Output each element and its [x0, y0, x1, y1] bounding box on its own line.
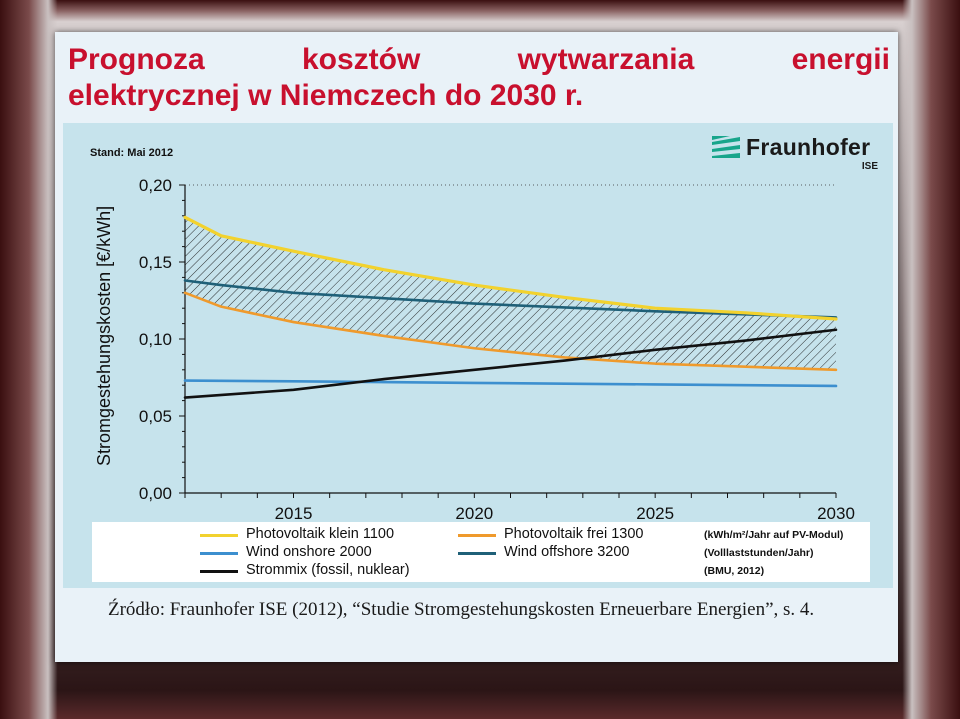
y-tick-label: 0,10 — [139, 330, 172, 349]
logo-text: Fraunhofer — [746, 134, 871, 160]
title-word: energii — [791, 43, 890, 76]
title-line-2: elektrycznej w Niemczech do 2030 r. — [68, 79, 584, 112]
series-line-3 — [183, 379, 838, 388]
source-citation: Źródło: Fraunhofer ISE (2012), “Studie S… — [108, 599, 815, 620]
x-tick-label: 2015 — [275, 504, 313, 523]
legend-label: Photovoltaik frei 1300 — [504, 526, 644, 542]
legend-swatch — [200, 534, 238, 537]
legend-note: (BMU, 2012) — [704, 565, 765, 577]
legend-swatch — [458, 552, 496, 555]
fraunhofer-logo-mark-icon — [712, 136, 740, 158]
series-line-2 — [183, 291, 838, 372]
legend-label: Wind offshore 3200 — [504, 544, 630, 560]
hatched-band — [185, 217, 836, 370]
fraunhofer-logo: Fraunhofer ISE — [712, 134, 880, 176]
logo-subtext: ISE — [861, 161, 878, 172]
y-tick-label: 0,05 — [139, 407, 172, 426]
chart-stand-date: Stand: Mai 2012 — [90, 147, 174, 159]
series-line-1 — [183, 215, 838, 321]
legend-note: (kWh/m²/Jahr auf PV-Modul) — [704, 529, 844, 541]
legend-swatch — [200, 552, 238, 555]
y-tick-label: 0,20 — [139, 176, 172, 195]
legend-note: (Volllaststunden/Jahr) — [704, 547, 814, 559]
title-word: Prognoza — [68, 43, 205, 76]
title-word: kosztów — [301, 43, 421, 76]
legend-label: Wind onshore 2000 — [246, 544, 372, 560]
legend-label: Strommix (fossil, nuklear) — [246, 562, 410, 578]
y-tick-label: 0,15 — [139, 253, 172, 272]
legend-swatch — [200, 570, 238, 573]
title-line-1: Prognoza kosztów wytwarzania energii — [68, 42, 890, 78]
series-line-4 — [183, 279, 838, 319]
slide-title: Prognoza kosztów wytwarzania energii ele… — [68, 42, 890, 114]
legend-swatch — [458, 534, 496, 537]
x-tick-label: 2025 — [636, 504, 674, 523]
series-line-5 — [183, 328, 838, 399]
title-word: wytwarzania — [517, 43, 695, 76]
legend-label: Photovoltaik klein 1100 — [246, 526, 395, 542]
x-tick-label: 2030 — [817, 504, 855, 523]
x-tick-label: 2020 — [455, 504, 493, 523]
chart-legend: Photovoltaik klein 1100 Photovoltaik fre… — [92, 522, 870, 582]
y-tick-label: 0,00 — [139, 484, 172, 503]
